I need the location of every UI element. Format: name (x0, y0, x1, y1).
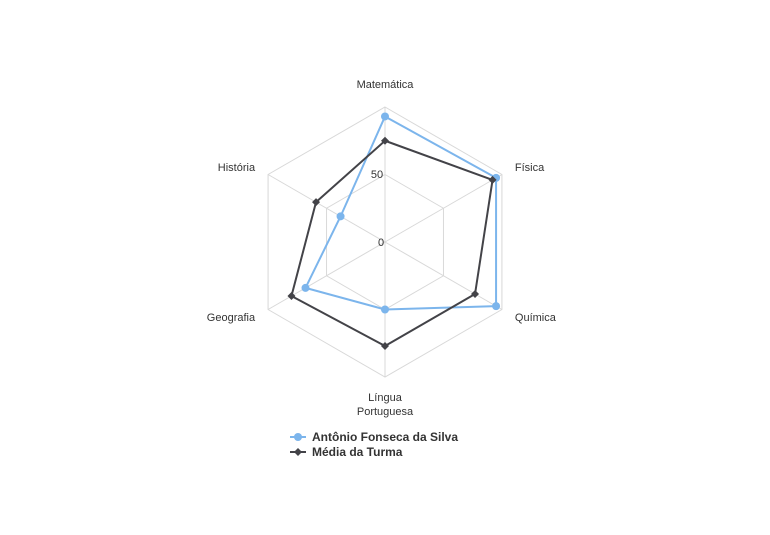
legend-label-media: Média da Turma (312, 445, 403, 459)
legend-marker-antonio (294, 433, 302, 441)
category-label-line: Matemática (357, 79, 415, 91)
category-label-line: Portuguesa (357, 406, 414, 418)
series-layer (287, 112, 501, 350)
data-point[interactable] (336, 212, 345, 221)
legend: Antônio Fonseca da Silva Média da Turma (290, 430, 458, 459)
data-point[interactable] (381, 136, 389, 145)
legend-item-antonio[interactable]: Antônio Fonseca da Silva (290, 430, 458, 444)
category-label-line: Física (515, 162, 545, 174)
grid-spoke-5 (267, 174, 386, 243)
data-point[interactable] (312, 198, 321, 207)
category-label-4: Geografia (207, 312, 256, 324)
grid-spoke-4 (267, 241, 386, 310)
series-line-1 (290, 139, 494, 347)
category-label-line: Língua (368, 392, 403, 404)
category-label-0: Matemática (357, 79, 415, 91)
radial-tick-label-50: 50 (371, 169, 383, 181)
category-label-line: Química (515, 312, 557, 324)
category-label-line: História (218, 162, 256, 174)
data-point[interactable] (381, 341, 389, 350)
data-point[interactable] (381, 112, 389, 121)
grid-spoke-1 (384, 174, 503, 243)
category-label-3: Língua Portuguesa (357, 392, 414, 418)
data-point[interactable] (301, 283, 310, 292)
radar-grid (267, 106, 503, 378)
radial-tick-labels: 0 50 (371, 169, 384, 249)
category-label-2: Química (515, 312, 557, 324)
data-point[interactable] (471, 289, 480, 298)
radial-tick-label-0: 0 (378, 237, 384, 249)
category-labels: Matemática Física Química Língua Portuguesa G… (207, 79, 557, 418)
category-label-line: Geografia (207, 312, 256, 324)
legend-marker-media (294, 448, 302, 456)
legend-item-media[interactable]: Média da Turma (290, 445, 403, 459)
category-label-5: História (218, 162, 256, 174)
data-point[interactable] (287, 292, 296, 300)
series-1 (287, 136, 497, 350)
grid-spoke-2 (384, 241, 503, 310)
data-point[interactable] (488, 175, 497, 184)
category-label-1: Física (515, 162, 545, 174)
series-0 (301, 112, 501, 314)
data-point[interactable] (381, 305, 389, 314)
data-point[interactable] (492, 302, 501, 311)
legend-label-antonio: Antônio Fonseca da Silva (312, 430, 458, 444)
